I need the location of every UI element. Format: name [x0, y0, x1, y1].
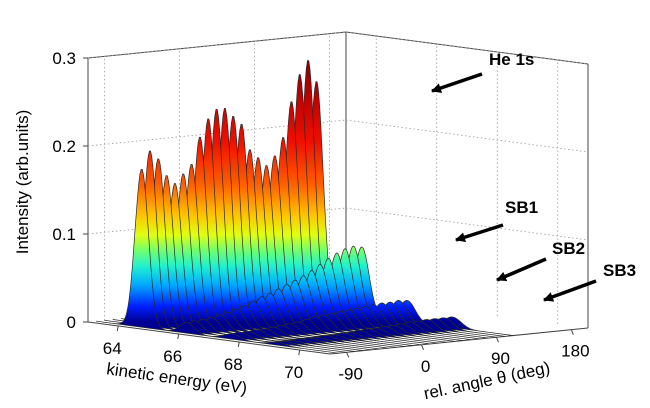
annotation-he1s: He 1s — [489, 50, 534, 69]
grid-z-right-0 — [345, 207, 589, 241]
y-tick-mark-0 — [346, 352, 350, 358]
arrow-he1s — [431, 72, 483, 93]
y-tick-mark-3 — [570, 329, 574, 335]
x-tick-mark-0 — [116, 325, 119, 332]
arrow-sb3 — [543, 279, 597, 302]
y-tick-label-0: -90 — [338, 364, 363, 383]
x-tick-label-3: 70 — [284, 363, 303, 382]
annotation-sb2: SB2 — [552, 239, 585, 258]
x-axis-line — [87, 321, 331, 355]
curve-series-0 — [95, 168, 339, 354]
y-tick-label-2: 90 — [491, 349, 510, 368]
z-axis-label: Intensity (arb.units) — [13, 110, 32, 255]
y-tick-mark-1 — [421, 344, 425, 350]
y-tick-mark-2 — [495, 337, 499, 343]
arrow-sb1 — [455, 223, 504, 243]
x-tick-mark-1 — [177, 333, 180, 340]
z-tick-label-0: 0 — [67, 313, 76, 332]
annotations: He 1s SB1 SB2 SB3 — [431, 50, 636, 302]
y-axis-label: rel. angle θ (deg) — [422, 358, 552, 403]
x-tick-mark-3 — [298, 349, 301, 356]
grid-z-left-2 — [87, 31, 347, 59]
tick-labels: 0 0.1 0.2 0.3 64 66 68 70 -90 0 90 180 — [52, 49, 589, 383]
grid-z-right-1 — [345, 119, 589, 153]
y-tick-label-3: 180 — [561, 342, 589, 361]
z-tick-label-1: 0.1 — [52, 225, 76, 244]
x-tick-label-2: 68 — [224, 355, 243, 374]
x-tick-label-0: 64 — [103, 339, 122, 358]
y-axis-line — [329, 327, 589, 355]
annotation-sb3: SB3 — [603, 261, 636, 280]
z-tick-label-2: 0.2 — [52, 137, 76, 156]
z-tick-label-3: 0.3 — [52, 49, 76, 68]
arrow-sb2 — [496, 257, 547, 282]
curves-group — [95, 60, 514, 354]
annotation-sb1: SB1 — [505, 198, 538, 217]
grid-z-right-2 — [345, 31, 589, 65]
y-tick-label-1: 0 — [421, 357, 430, 376]
x-tick-label-1: 66 — [163, 347, 182, 366]
x-tick-mark-2 — [237, 341, 240, 348]
